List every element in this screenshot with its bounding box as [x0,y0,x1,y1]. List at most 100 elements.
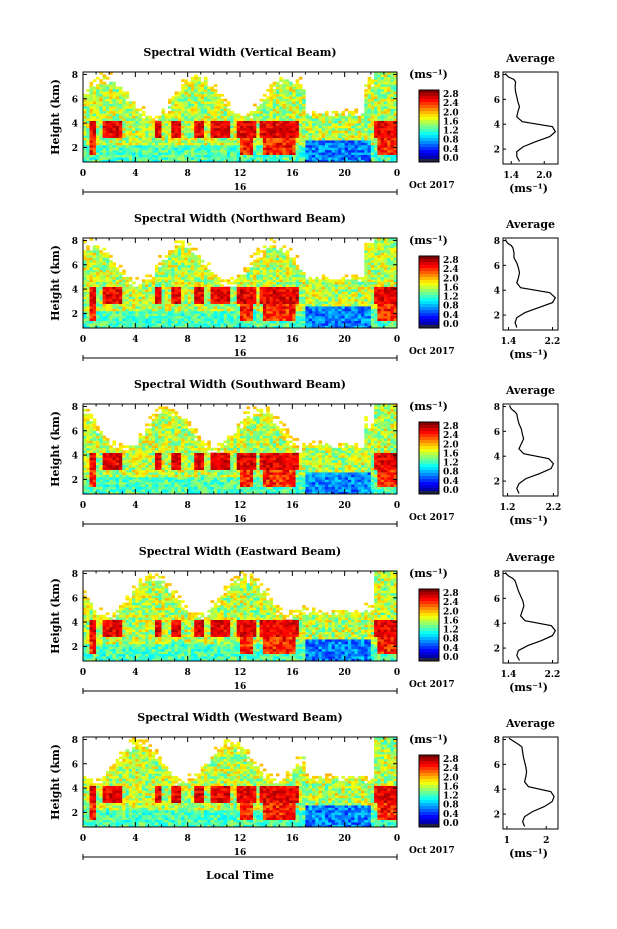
heatmap-cell [99,120,103,124]
heatmap-cell [223,132,228,136]
heatmap-cell [128,101,133,104]
heatmap-cell [302,296,306,300]
heatmap-cell [109,293,113,297]
heatmap-cell [161,315,166,319]
heatmap-cell [148,274,152,278]
heatmap-cell [364,323,368,326]
heatmap-cell [102,135,107,138]
heatmap-cell [226,147,231,151]
heatmap-cell [328,159,332,163]
heatmap-cell [243,286,247,290]
heatmap-cell [266,259,270,263]
heatmap-cell [334,284,339,287]
heatmap-cell [279,140,283,143]
heatmap-cell [151,325,156,329]
heatmap-cell [292,101,296,104]
heatmap-cell [230,318,234,321]
heatmap-cell [279,257,283,261]
heatmap-cell [174,286,179,290]
heatmap-cell [331,115,336,119]
heatmap-cell [387,115,391,119]
heatmap-cell [194,118,198,121]
heatmap-cell [236,125,241,129]
heatmap-cell [89,291,94,295]
heatmap-cell [158,281,162,285]
heatmap-cell [158,320,162,324]
heatmap-cell [213,96,218,100]
heatmap-cell [102,315,107,319]
heatmap-cell [115,127,120,131]
heatmap-cell [102,84,107,87]
heatmap-cell [285,152,290,155]
heatmap-cell [102,286,107,290]
heatmap-cell [190,276,195,280]
heatmap-cell [200,152,205,155]
heatmap-cell [269,293,274,297]
heatmap-cell [197,296,202,300]
heatmap-cell [148,323,152,326]
heatmap-cell [318,315,323,319]
heatmap-cell [190,152,195,155]
heatmap-cell [174,325,179,329]
heatmap-cell [282,269,287,273]
heatmap-cell [226,298,231,302]
heatmap-cell [367,123,372,126]
heatmap-cell [132,147,136,151]
heatmap-cell [194,157,198,160]
heatmap-cell [125,123,130,126]
heatmap-cell [308,118,313,121]
heatmap-cell [115,142,120,146]
heatmap-cell [177,315,182,319]
heatmap-cell [351,144,355,148]
avg-y-tick-label: 8 [494,71,500,81]
heatmap-cell [171,264,175,268]
heatmap-cell [253,325,257,329]
heatmap-cell [272,291,277,295]
heatmap-cell [187,313,192,317]
heatmap-cell [86,115,90,119]
heatmap-cell [361,279,365,283]
heatmap-cell [256,135,260,138]
heatmap-cell [361,125,365,129]
heatmap-cell [279,118,283,121]
heatmap-cell [266,113,270,117]
heatmap-cell [151,303,156,307]
heatmap-cell [128,276,133,280]
heatmap-cell [331,132,336,136]
heatmap-cell [197,123,202,126]
heatmap-cell [269,118,274,121]
heatmap-cell [177,257,182,261]
heatmap-cell [364,103,368,107]
heatmap-cell [207,154,211,158]
heatmap-cell [311,152,316,155]
heatmap-cell [240,306,244,309]
heatmap-cell [102,257,107,261]
heatmap-cell [102,110,107,114]
heatmap-cell [262,103,267,107]
heatmap-cell [233,289,238,292]
heatmap-cell [387,157,391,160]
heatmap-cell [184,144,188,148]
heatmap-cell [109,291,113,295]
heatmap-cell [190,247,195,251]
heatmap-cell [380,123,385,126]
heatmap-cell [387,135,391,138]
heatmap-cell [331,323,336,326]
heatmap-cell [269,103,274,107]
heatmap-cell [289,118,293,121]
heatmap-cell [380,130,385,134]
heatmap-cell [109,323,113,326]
heatmap-cell [292,140,296,143]
heatmap-cell [341,303,345,307]
heatmap-cell [325,310,329,314]
heatmap-cell [338,296,342,300]
heatmap-cell [171,310,175,314]
heatmap-cell [99,313,103,317]
heatmap-cell [318,279,323,283]
heatmap-cell [181,142,185,146]
heatmap-cell [118,289,123,292]
heatmap-cell [89,296,94,300]
heatmap-cell [207,289,211,292]
heatmap-cell [226,303,231,307]
heatmap-cell [275,250,280,253]
